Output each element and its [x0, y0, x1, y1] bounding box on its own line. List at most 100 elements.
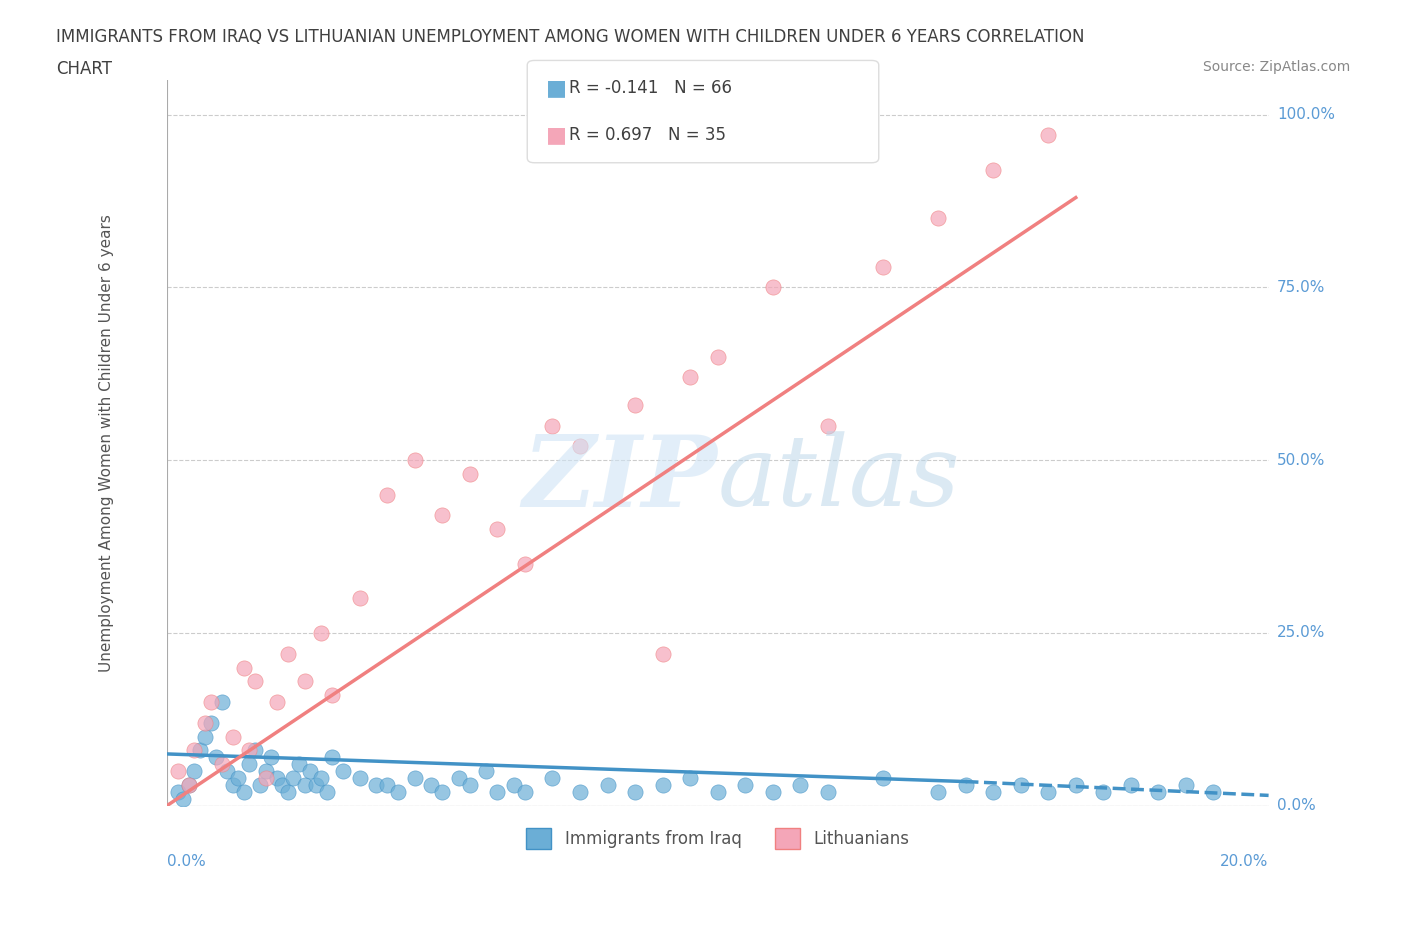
- Point: [266, 771, 288, 786]
- Point: [404, 453, 426, 468]
- Point: [955, 777, 977, 792]
- Point: [475, 764, 498, 778]
- Point: [200, 715, 222, 730]
- Point: [260, 750, 283, 764]
- Point: [315, 785, 337, 800]
- Point: [183, 743, 205, 758]
- Text: R = 0.697   N = 35: R = 0.697 N = 35: [569, 126, 727, 144]
- Point: [211, 695, 233, 710]
- Point: [200, 695, 222, 710]
- Text: R = -0.141   N = 66: R = -0.141 N = 66: [569, 79, 733, 98]
- Text: IMMIGRANTS FROM IRAQ VS LITHUANIAN UNEMPLOYMENT AMONG WOMEN WITH CHILDREN UNDER : IMMIGRANTS FROM IRAQ VS LITHUANIAN UNEMP…: [56, 28, 1085, 46]
- Point: [541, 418, 564, 433]
- Point: [568, 439, 591, 454]
- Point: [872, 771, 894, 786]
- Point: [679, 771, 702, 786]
- Point: [177, 777, 200, 792]
- Point: [309, 626, 332, 641]
- Point: [432, 785, 454, 800]
- Point: [332, 764, 354, 778]
- Point: [232, 785, 254, 800]
- Point: [447, 771, 470, 786]
- Point: [1202, 785, 1225, 800]
- Point: [486, 785, 509, 800]
- Text: ■: ■: [546, 125, 567, 145]
- Point: [706, 349, 728, 364]
- Point: [249, 777, 271, 792]
- Text: 0.0%: 0.0%: [167, 854, 205, 870]
- Text: atlas: atlas: [717, 432, 960, 527]
- Point: [541, 771, 564, 786]
- Point: [1010, 777, 1032, 792]
- Point: [321, 688, 343, 703]
- Point: [243, 674, 266, 689]
- Point: [228, 771, 250, 786]
- Point: [927, 785, 949, 800]
- Point: [817, 785, 839, 800]
- Point: [458, 777, 481, 792]
- Point: [183, 764, 205, 778]
- Text: 75.0%: 75.0%: [1277, 280, 1326, 295]
- Point: [254, 764, 277, 778]
- Point: [309, 771, 332, 786]
- Point: [299, 764, 322, 778]
- Point: [375, 777, 398, 792]
- Point: [1147, 785, 1170, 800]
- Point: [486, 522, 509, 537]
- Point: [679, 370, 702, 385]
- Text: Unemployment Among Women with Children Under 6 years: Unemployment Among Women with Children U…: [98, 214, 114, 671]
- Point: [283, 771, 305, 786]
- Point: [651, 646, 673, 661]
- Point: [420, 777, 443, 792]
- Point: [222, 729, 245, 744]
- Point: [1092, 785, 1115, 800]
- Legend: Immigrants from Iraq, Lithuanians: Immigrants from Iraq, Lithuanians: [520, 822, 915, 856]
- Point: [194, 715, 217, 730]
- Point: [762, 280, 785, 295]
- Point: [277, 646, 299, 661]
- Point: [349, 591, 371, 605]
- Point: [387, 785, 409, 800]
- Point: [271, 777, 294, 792]
- Point: [1038, 128, 1060, 143]
- Point: [1174, 777, 1197, 792]
- Point: [762, 785, 785, 800]
- Point: [817, 418, 839, 433]
- Point: [238, 743, 260, 758]
- Point: [194, 729, 217, 744]
- Point: [375, 487, 398, 502]
- Point: [177, 777, 200, 792]
- Point: [706, 785, 728, 800]
- Point: [238, 757, 260, 772]
- Point: [513, 785, 536, 800]
- Text: 20.0%: 20.0%: [1220, 854, 1268, 870]
- Point: [243, 743, 266, 758]
- Text: Source: ZipAtlas.com: Source: ZipAtlas.com: [1202, 60, 1350, 74]
- Point: [217, 764, 239, 778]
- Point: [205, 750, 228, 764]
- Text: 100.0%: 100.0%: [1277, 107, 1334, 122]
- Point: [458, 467, 481, 482]
- Point: [294, 777, 316, 792]
- Point: [1064, 777, 1087, 792]
- Point: [288, 757, 311, 772]
- Point: [981, 785, 1004, 800]
- Point: [294, 674, 316, 689]
- Point: [624, 785, 647, 800]
- Point: [366, 777, 388, 792]
- Point: [1119, 777, 1142, 792]
- Text: ■: ■: [546, 78, 567, 99]
- Point: [927, 211, 949, 226]
- Point: [404, 771, 426, 786]
- Point: [1038, 785, 1060, 800]
- Point: [321, 750, 343, 764]
- Point: [651, 777, 673, 792]
- Point: [513, 556, 536, 571]
- Point: [596, 777, 619, 792]
- Point: [188, 743, 211, 758]
- Point: [432, 508, 454, 523]
- Text: 25.0%: 25.0%: [1277, 626, 1326, 641]
- Point: [981, 163, 1004, 178]
- Point: [211, 757, 233, 772]
- Point: [789, 777, 811, 792]
